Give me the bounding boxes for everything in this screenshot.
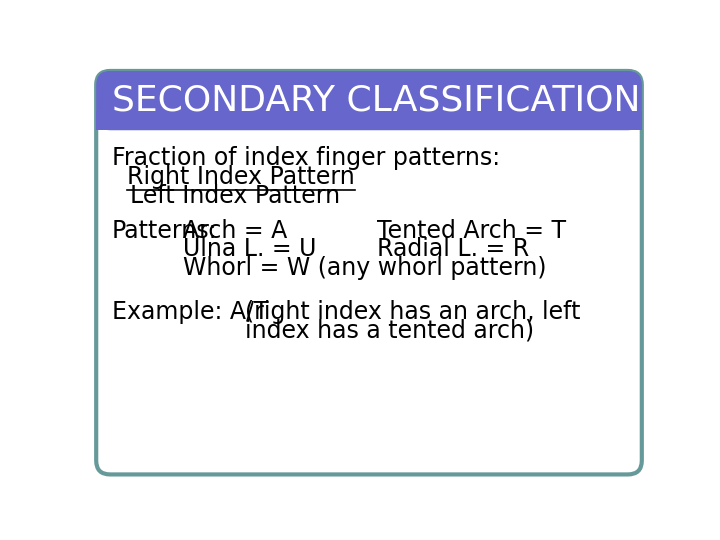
Text: Left Index Pattern: Left Index Pattern: [130, 184, 341, 208]
Text: Tented Arch = T: Tented Arch = T: [377, 219, 566, 243]
Text: Patterns:: Patterns:: [112, 219, 217, 243]
Text: Ulna L. = U: Ulna L. = U: [183, 237, 316, 261]
Text: index has a tented arch): index has a tented arch): [245, 318, 534, 342]
Text: Example: A/T: Example: A/T: [112, 300, 269, 323]
Text: Right Index Pattern: Right Index Pattern: [127, 165, 355, 189]
Text: SECONDARY CLASSIFICATION: SECONDARY CLASSIFICATION: [112, 84, 640, 118]
Text: (right index has an arch, left: (right index has an arch, left: [245, 300, 580, 323]
Text: Radial L. = R: Radial L. = R: [377, 237, 529, 261]
FancyBboxPatch shape: [96, 71, 642, 130]
Text: Whorl = W (any whorl pattern): Whorl = W (any whorl pattern): [183, 256, 546, 280]
FancyBboxPatch shape: [96, 71, 642, 475]
Bar: [96, 111, 642, 130]
Text: Arch = A: Arch = A: [183, 219, 287, 243]
Text: Fraction of index finger patterns:: Fraction of index finger patterns:: [112, 146, 500, 170]
